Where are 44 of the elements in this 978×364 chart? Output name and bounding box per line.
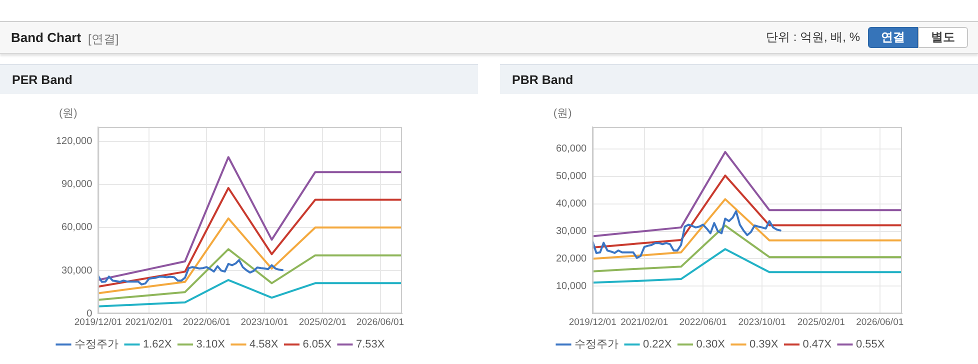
y-tick-label: 10,000 bbox=[556, 280, 588, 292]
text: Band Chart bbox=[11, 30, 82, 45]
y-tick-label: 120,000 bbox=[56, 136, 93, 148]
chart-title: PER Band bbox=[12, 73, 72, 87]
legend-label: 4.58X bbox=[249, 338, 279, 351]
text: [연결] bbox=[88, 31, 119, 48]
x-tick-label: 2025/02/01 bbox=[797, 316, 845, 328]
y-tick-label: 60,000 bbox=[556, 144, 588, 155]
legend-label: 수정주가 bbox=[574, 338, 618, 351]
y-tick-label: 40,000 bbox=[556, 198, 588, 210]
text: 연결 bbox=[868, 27, 918, 48]
y-tick-label: 30,000 bbox=[556, 226, 588, 238]
legend-label: 0.39X bbox=[749, 338, 779, 351]
legend-label: 3.10X bbox=[196, 338, 226, 351]
x-tick-label: 2022/06/01 bbox=[679, 316, 727, 328]
legend-label: 수정주가 bbox=[74, 338, 118, 351]
x-tick-label: 2026/06/01 bbox=[356, 316, 404, 328]
x-tick-label: 2023/10/01 bbox=[240, 316, 288, 328]
x-tick-label: 2021/02/01 bbox=[125, 316, 173, 328]
y-tick-label: 0 bbox=[86, 308, 93, 320]
x-tick-label: 2021/02/01 bbox=[620, 316, 668, 328]
legend-label: 1.62X bbox=[143, 338, 172, 351]
legend-label: 7.53X bbox=[356, 338, 386, 351]
legend-label: 0.55X bbox=[856, 338, 886, 351]
legend-label: 0.47X bbox=[802, 338, 832, 351]
x-tick-label: 2023/10/01 bbox=[738, 316, 786, 328]
legend-label: 6.05X bbox=[302, 338, 332, 351]
legend-label: 0.22X bbox=[643, 338, 672, 351]
y-tick-label: 60,000 bbox=[62, 222, 93, 234]
y-tick-label: 20,000 bbox=[556, 253, 588, 264]
y-axis-title: (원) bbox=[58, 108, 78, 120]
y-tick-label: 50,000 bbox=[556, 171, 588, 182]
x-tick-label: 2022/06/01 bbox=[182, 316, 230, 328]
text: 단위 : 억원, 배, % bbox=[766, 29, 860, 46]
x-tick-label: 2025/02/01 bbox=[298, 316, 346, 328]
chart-title: PBR Band bbox=[512, 73, 574, 87]
x-tick-label: 2019/12/01 bbox=[568, 316, 616, 328]
y-tick-label: 90,000 bbox=[62, 179, 93, 190]
y-axis-title: (원) bbox=[553, 108, 572, 120]
legend-label: 0.30X bbox=[696, 338, 726, 351]
y-tick-label: 30,000 bbox=[62, 265, 93, 276]
x-tick-label: 2019/12/01 bbox=[74, 316, 122, 328]
text: 별도 bbox=[918, 27, 968, 48]
x-tick-label: 2026/06/01 bbox=[856, 316, 904, 328]
